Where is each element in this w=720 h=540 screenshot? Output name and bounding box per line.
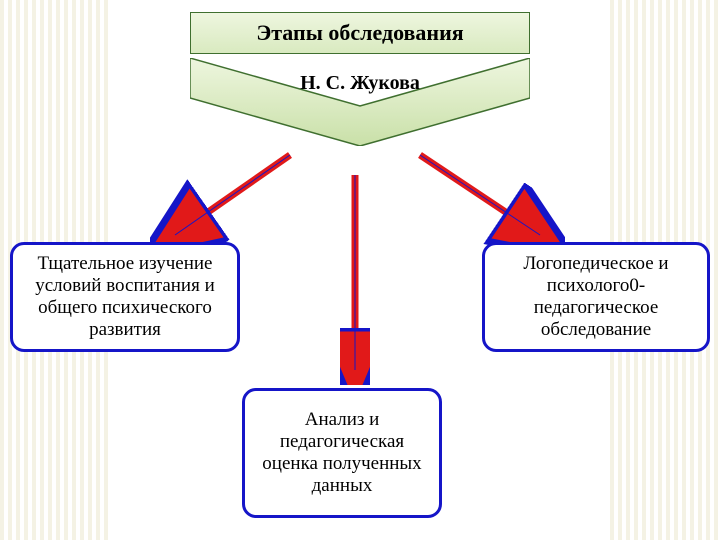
node-left-text: Тщательное изучение условий воспитания и… (21, 253, 229, 340)
title-text: Этапы обследования (256, 20, 463, 45)
title-box: Этапы обследования (190, 12, 530, 54)
node-right-text: Логопедическое и психолого0-педагогическ… (493, 253, 699, 340)
node-right: Логопедическое и психолого0-педагогическ… (482, 242, 710, 352)
subtitle-text: Н. С. Жукова (300, 72, 420, 95)
subtitle-box: Н. С. Жукова (240, 66, 480, 100)
node-left: Тщательное изучение условий воспитания и… (10, 242, 240, 352)
node-bottom: Анализ и педагогическая оценка полученны… (242, 388, 442, 518)
arrow-center (340, 170, 370, 385)
arrow-right (405, 145, 565, 255)
node-bottom-text: Анализ и педагогическая оценка полученны… (253, 409, 431, 496)
arrow-left (150, 145, 310, 255)
